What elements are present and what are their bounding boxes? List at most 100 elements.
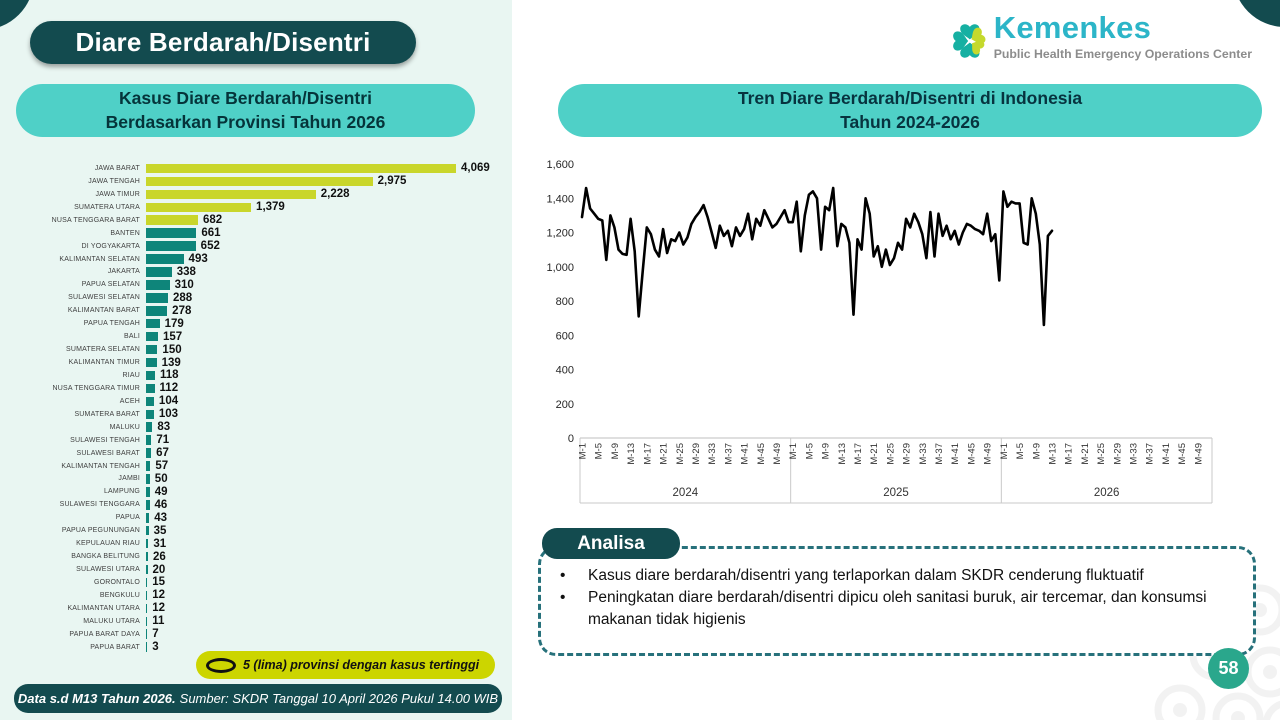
province-bar	[146, 396, 154, 407]
x-axis-week-label: M-9	[1031, 443, 1042, 459]
bar-row: BANTEN 661	[28, 227, 508, 240]
bar-track: 661	[146, 227, 508, 239]
y-axis-tick-label: 800	[556, 296, 574, 308]
bar-track: 150	[146, 344, 508, 356]
bar-value-label: 20	[152, 563, 166, 576]
bar-value-label: 26	[152, 550, 166, 563]
province-label: SUMATERA UTARA	[74, 203, 140, 211]
bar-row: PAPUA BARAT 3	[28, 641, 508, 654]
province-label: PAPUA PEGUNUNGAN	[61, 527, 140, 535]
bar-row: DI YOGYAKARTA 652	[28, 240, 508, 253]
province-label: PAPUA SELATAN	[81, 281, 140, 289]
x-axis-week-label: M-29	[691, 443, 702, 465]
bar-track: 2,975	[146, 175, 508, 187]
x-axis-week-label: M-37	[934, 443, 945, 465]
kemenkes-logo-subtitle: Public Health Emergency Operations Cente…	[993, 46, 1252, 61]
province-bar	[146, 357, 157, 368]
province-bar	[146, 163, 456, 174]
province-bar	[146, 448, 152, 458]
bar-value-label: 157	[162, 330, 183, 343]
x-axis-week-label: M-33	[918, 443, 929, 465]
x-axis-year-label: 2025	[883, 487, 909, 499]
province-bar	[146, 474, 150, 484]
bar-value-label: 12	[152, 602, 165, 615]
province-bar	[146, 487, 150, 497]
bar-value-label: 1,379	[256, 201, 285, 214]
province-bar	[146, 280, 170, 290]
province-label: PAPUA TENGAH	[83, 320, 140, 328]
province-label: NUSA TENGGARA BARAT	[51, 216, 140, 224]
province-bar	[146, 590, 148, 601]
bar-track: 11	[146, 615, 508, 627]
x-axis-week-label: M-25	[675, 443, 686, 465]
province-bar	[146, 525, 149, 536]
bar-track: 139	[146, 357, 508, 369]
bar-value-label: 661	[201, 227, 221, 240]
bar-track: 288	[146, 292, 508, 304]
bar-track: 310	[146, 279, 508, 291]
bar-value-label: 682	[202, 214, 223, 227]
bar-track: 49	[146, 486, 508, 498]
bar-row: BENGKULU 12	[28, 589, 508, 602]
province-label: SULAWESI BARAT	[76, 449, 140, 457]
x-axis-week-label: M-33	[707, 443, 718, 465]
province-label: DI YOGYAKARTA	[81, 242, 140, 250]
bar-row: JAKARTA 338	[28, 266, 508, 279]
bar-value-label: 2,975	[377, 175, 407, 188]
bar-value-label: 49	[154, 485, 168, 498]
x-axis-week-label: M-9	[821, 443, 832, 459]
province-bar	[146, 176, 373, 187]
x-axis-week-label: M-29	[902, 443, 913, 465]
analisa-bullet-list: Kasus diare berdarah/disentri yang terla…	[558, 565, 1228, 631]
province-label: JAWA BARAT	[94, 164, 140, 172]
bar-track: 118	[146, 369, 508, 381]
right-chart-title-line1: Tren Diare Berdarah/Disentri di Indonesi…	[737, 88, 1083, 109]
bar-value-label: 31	[153, 537, 167, 550]
analisa-bullet: Peningkatan diare berdarah/disentri dipi…	[558, 587, 1228, 631]
province-label: KALIMANTAN SELATAN	[59, 255, 140, 263]
province-label: GORONTALO	[93, 578, 140, 586]
x-axis-week-label: M-37	[723, 443, 734, 465]
analisa-header: Analisa	[542, 528, 680, 559]
right-chart-title-line2: Tahun 2024-2026	[840, 111, 980, 132]
province-bar	[146, 435, 152, 445]
province-bar	[146, 318, 160, 329]
bar-track: 15	[146, 576, 508, 588]
bar-value-label: 7	[152, 628, 159, 641]
province-bar	[146, 331, 158, 342]
bar-row: PAPUA PEGUNUNGAN 35	[28, 524, 508, 537]
bar-row: KALIMANTAN BARAT 278	[28, 304, 508, 317]
bar-value-label: 71	[156, 434, 170, 447]
kemenkes-logo-name: Kemenkes	[993, 10, 1152, 45]
x-axis-week-label: M-5	[804, 443, 815, 459]
x-axis-week-label: M-17	[642, 443, 653, 465]
bar-value-label: 15	[152, 576, 165, 589]
y-axis-tick-label: 1,600	[546, 159, 574, 171]
bar-value-label: 67	[156, 447, 169, 460]
bar-value-label: 139	[161, 356, 181, 369]
province-bar-chart: JAWA BARAT 4,069 JAWA TENGAH 2,975 JAWA TIMU…	[28, 162, 508, 654]
x-axis-week-label: M-5	[1015, 443, 1026, 459]
bar-track: 26	[146, 551, 508, 563]
bar-value-label: 35	[153, 524, 167, 537]
x-axis-week-label: M-21	[659, 443, 670, 465]
y-axis-tick-label: 1,000	[546, 262, 574, 274]
bar-value-label: 12	[152, 589, 165, 602]
bar-track: 50	[146, 473, 508, 485]
bar-track: 71	[146, 434, 508, 446]
x-axis-week-label: M-29	[1112, 443, 1123, 465]
bar-value-label: 43	[154, 511, 168, 524]
bar-value-label: 3	[152, 641, 159, 654]
bar-track: 682	[146, 214, 508, 226]
province-bar	[146, 254, 184, 264]
province-bar	[146, 215, 198, 225]
province-bar	[146, 538, 149, 549]
bar-value-label: 288	[172, 291, 193, 304]
province-label: MALUKU UTARA	[83, 617, 140, 625]
province-bar	[146, 629, 148, 639]
province-bar	[146, 513, 150, 523]
x-axis-week-label: M-41	[1161, 443, 1172, 465]
province-label: PAPUA	[115, 514, 140, 522]
bar-row: BANGKA BELITUNG 26	[28, 550, 508, 563]
